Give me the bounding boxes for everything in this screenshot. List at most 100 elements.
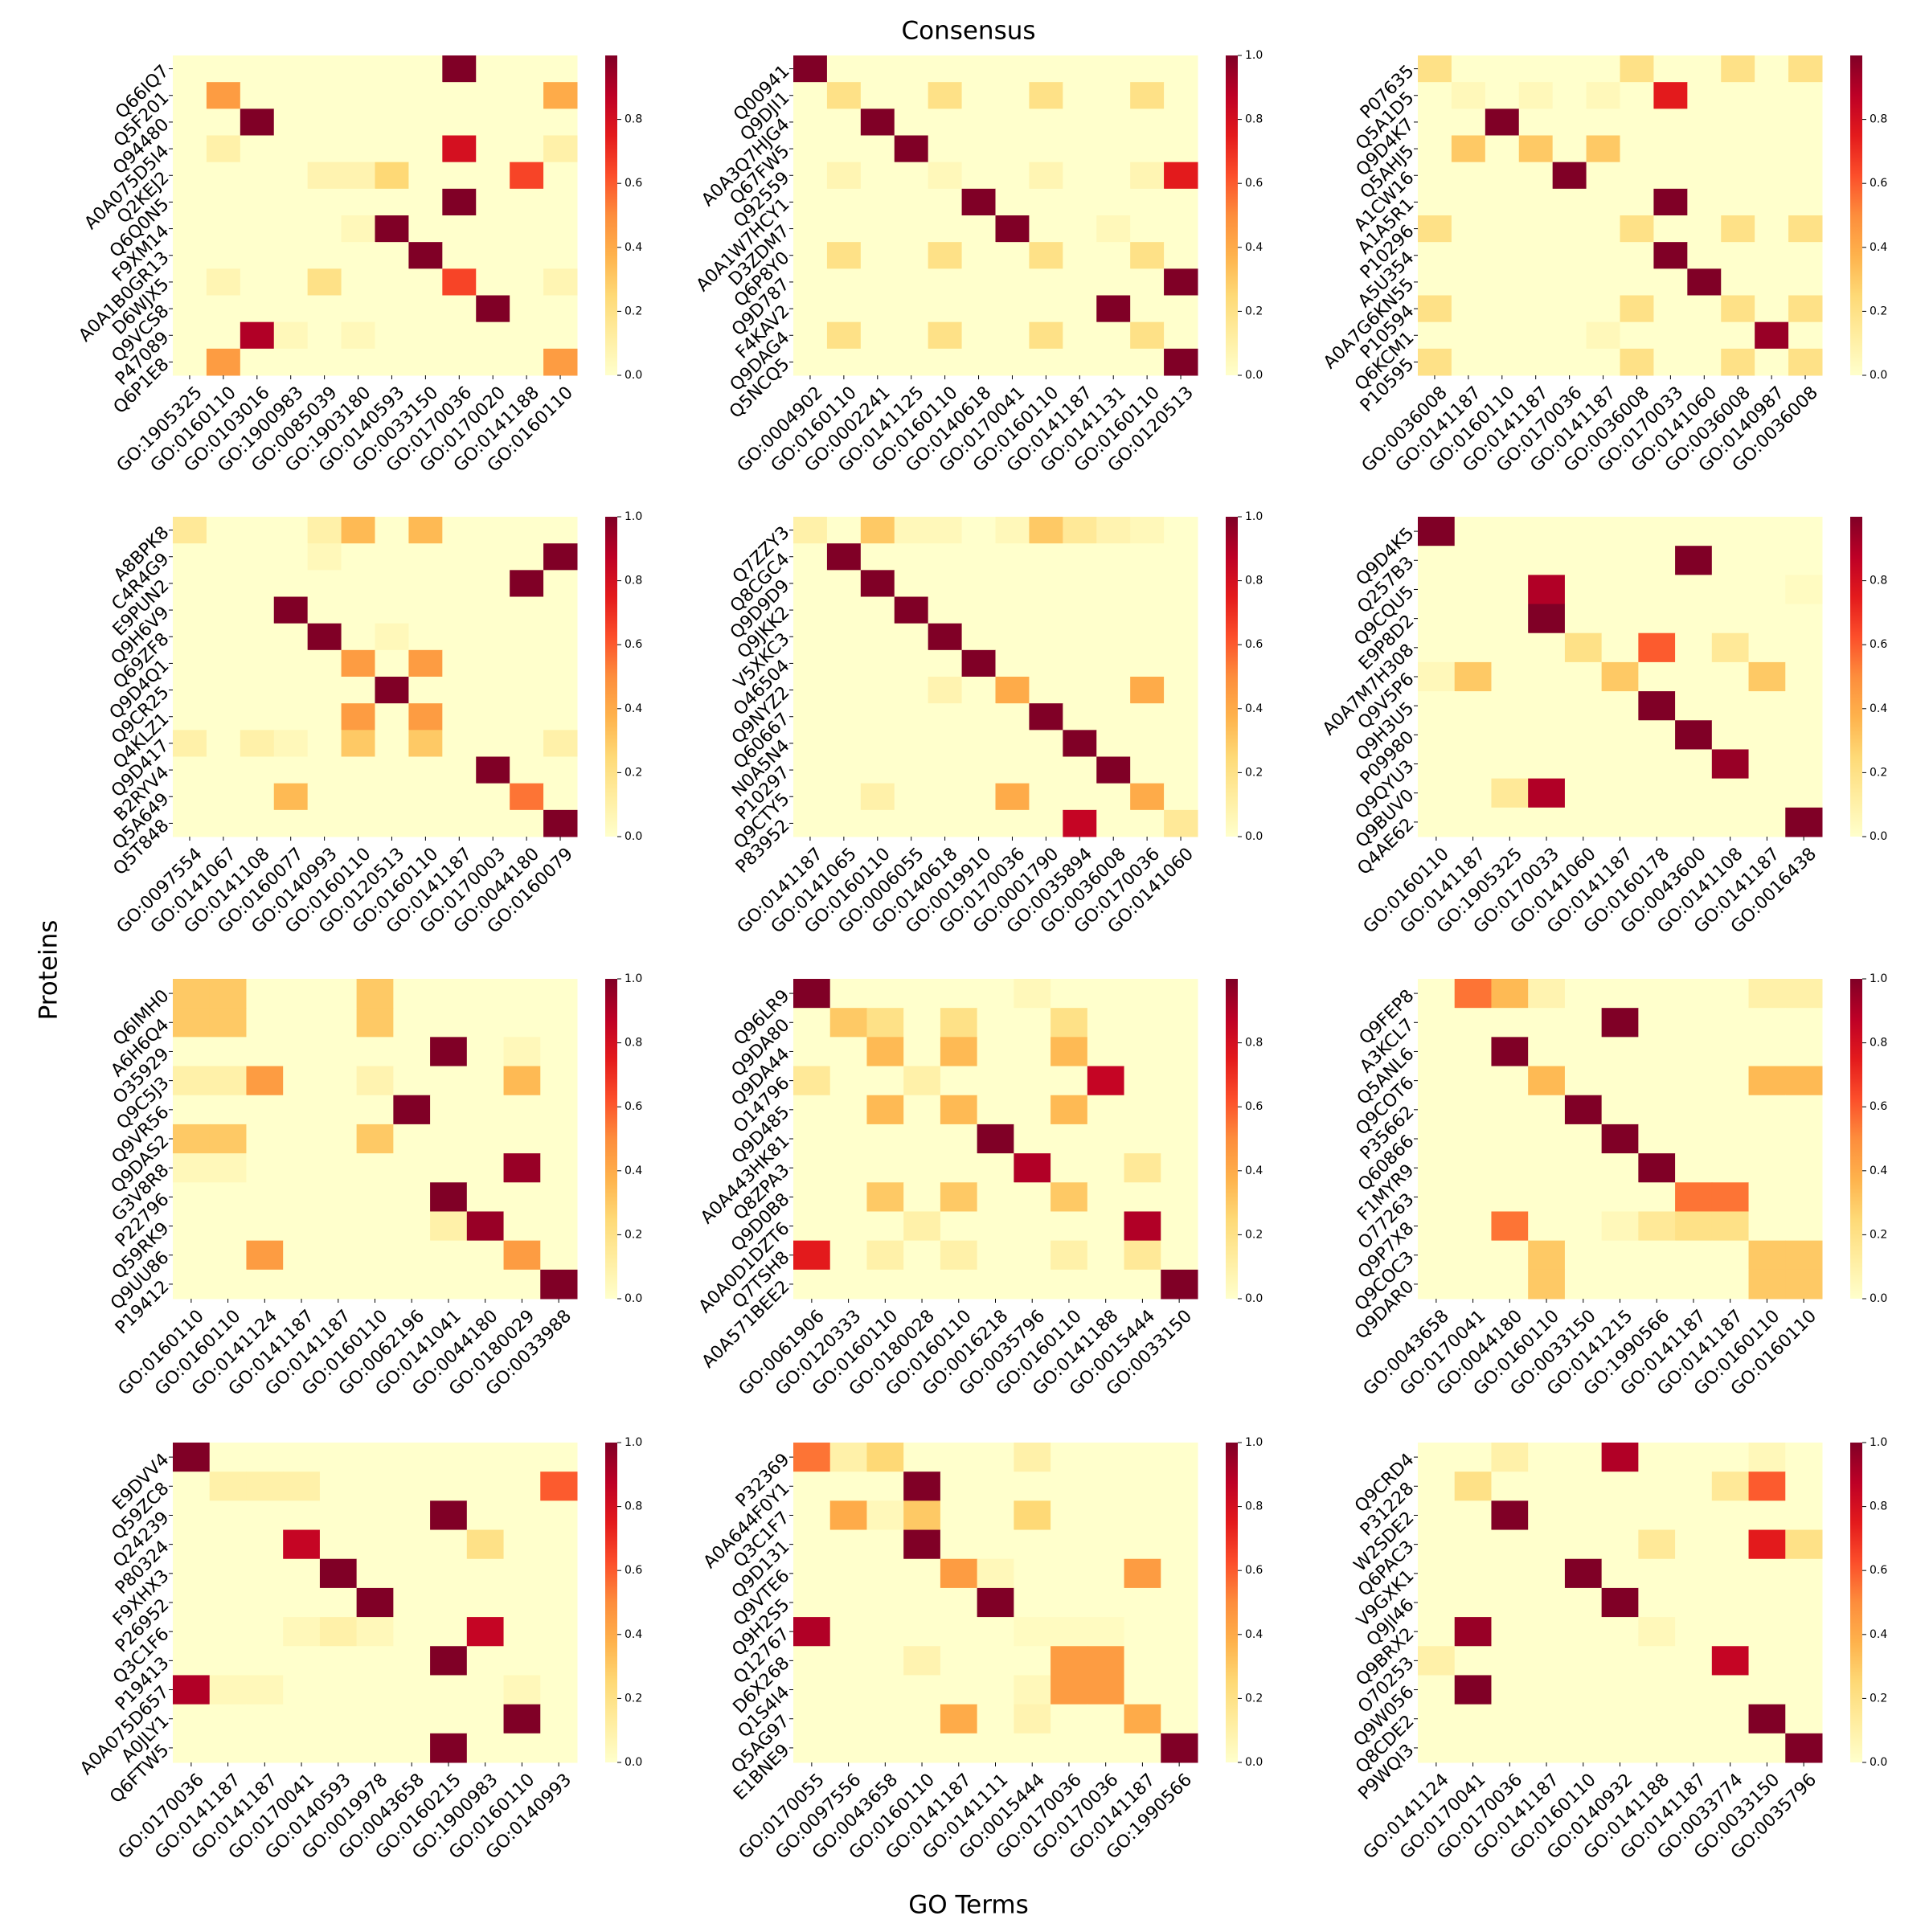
heatmap-cell: [543, 348, 578, 376]
heatmap-cell: [1748, 1500, 1786, 1531]
heatmap-cell: [173, 188, 207, 216]
heatmap-cell: [408, 703, 443, 731]
heatmap-cell: [341, 783, 375, 811]
heatmap-cell: [1164, 215, 1198, 243]
heatmap-cell: [1029, 783, 1063, 811]
heatmap-cell: [1638, 807, 1676, 837]
heatmap-cell: [1552, 321, 1587, 350]
heatmap-cell: [961, 242, 996, 269]
heatmap-cell: [319, 1558, 358, 1589]
colorbar-tick-label: 0.4: [625, 241, 642, 254]
heatmap-cell: [466, 1529, 505, 1560]
heatmap-cell: [1586, 295, 1620, 323]
heatmap-cell: [1748, 1269, 1786, 1300]
heatmap-cell: [173, 756, 207, 784]
heatmap-cell: [206, 596, 241, 624]
heatmap-cell: [1528, 1472, 1566, 1501]
heatmap-cell: [860, 703, 895, 731]
heatmap-cell: [510, 756, 544, 784]
heatmap-cell: [1687, 82, 1722, 109]
heatmap-cell: [408, 215, 443, 243]
heatmap-cell: [476, 242, 510, 269]
heatmap-cell: [1451, 215, 1486, 243]
heatmap-cell: [1721, 135, 1755, 163]
heatmap-cell: [1711, 1240, 1750, 1271]
heatmap-cell: [375, 596, 409, 624]
heatmap-cell: [961, 55, 996, 83]
heatmap-cell: [1748, 575, 1786, 605]
heatmap-cell: [1788, 295, 1823, 323]
heatmap-cell: [1063, 188, 1097, 216]
colorbar-tick-label: 0.6: [1870, 1564, 1887, 1577]
heatmap-cell: [1675, 807, 1713, 837]
heatmap-cell: [1564, 1269, 1603, 1300]
heatmap-cell: [1721, 108, 1755, 136]
heatmap-cell: [503, 1472, 541, 1501]
heatmap-cell: [1564, 1066, 1603, 1096]
heatmap-cell: [283, 979, 321, 1009]
heatmap-cell: [540, 1182, 578, 1212]
heatmap-cell: [793, 677, 828, 704]
heatmap-cell: [1130, 649, 1165, 677]
heatmap-cell: [1087, 1472, 1125, 1501]
heatmap-cell: [829, 1066, 867, 1096]
heatmap-cell: [1014, 1617, 1051, 1647]
heatmap-cell: [1491, 1529, 1529, 1560]
heatmap-cell: [1788, 188, 1823, 216]
heatmap-cell: [1620, 242, 1654, 269]
heatmap-cell: [1063, 108, 1097, 136]
heatmap-cell: [1454, 691, 1492, 721]
colorbar-tick-label: 0.8: [625, 575, 642, 587]
heatmap-cell: [307, 268, 342, 296]
heatmap-cell: [1164, 517, 1198, 544]
heatmap-cell: [1528, 1153, 1566, 1183]
heatmap-cell: [940, 1211, 978, 1242]
heatmap-cell: [319, 1240, 358, 1271]
heatmap-cell: [173, 1646, 211, 1676]
heatmap-cell: [1087, 1500, 1125, 1531]
heatmap-cell: [1564, 1733, 1603, 1763]
heatmap-cell: [928, 242, 963, 269]
heatmap-cell: [977, 1558, 1014, 1589]
heatmap-cell: [1675, 1558, 1713, 1589]
heatmap-cell: [173, 1066, 211, 1096]
heatmap-cell: [206, 268, 241, 296]
heatmap-cell: [1130, 188, 1165, 216]
heatmap-cell: [928, 677, 963, 704]
heatmap-cell: [1564, 720, 1603, 750]
heatmap-cell: [829, 979, 867, 1009]
heatmap-cell: [1601, 979, 1639, 1009]
heatmap-cell: [1748, 1443, 1786, 1472]
heatmap-cell: [1161, 1587, 1198, 1618]
heatmap-cell: [826, 215, 862, 243]
heatmap-cell: [866, 1704, 904, 1734]
heatmap-cell: [1638, 1124, 1676, 1154]
heatmap-cell: [540, 1472, 578, 1501]
heatmap-cell: [1124, 1646, 1161, 1676]
heatmap-cell: [273, 295, 309, 323]
heatmap-cell: [273, 215, 309, 243]
heatmap-cell: [319, 1675, 358, 1705]
heatmap-cell: [341, 242, 375, 269]
heatmap-cell: [206, 730, 241, 757]
heatmap-cell: [540, 1587, 578, 1618]
heatmap-cell: [860, 517, 895, 544]
heatmap-cell: [375, 135, 409, 163]
heatmap-cell: [543, 268, 578, 296]
heatmap-cell: [543, 623, 578, 651]
heatmap-cell: [173, 108, 207, 136]
heatmap-cell: [866, 1153, 904, 1183]
colorbar-tick-label: 0.2: [1245, 1228, 1263, 1241]
heatmap-cell: [173, 215, 207, 243]
heatmap-cell: [408, 730, 443, 757]
heatmap-cell: [356, 1182, 394, 1212]
heatmap-cell: [894, 730, 929, 757]
heatmap-cell: [1748, 807, 1786, 837]
heatmap-cell: [1418, 1500, 1456, 1531]
heatmap-cell: [1785, 1153, 1823, 1183]
heatmap-cell: [209, 1269, 247, 1300]
heatmap-cell: [307, 215, 342, 243]
heatmap-cell: [866, 1124, 904, 1154]
heatmap-cell: [442, 295, 477, 323]
heatmap-cell: [1096, 570, 1131, 597]
